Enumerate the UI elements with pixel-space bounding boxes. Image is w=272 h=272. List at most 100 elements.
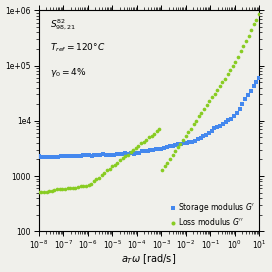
Storage modulus $G'$ bbox=[226, 118, 231, 122]
Loss modulus $G''$ bbox=[210, 95, 214, 100]
Loss modulus $G''$ bbox=[97, 175, 101, 180]
Loss modulus $G''$ bbox=[42, 190, 46, 194]
Storage modulus $G'$ bbox=[240, 101, 245, 106]
Loss modulus $G''$ bbox=[39, 190, 44, 194]
Loss modulus $G''$ bbox=[84, 184, 88, 188]
Loss modulus $G''$ bbox=[57, 187, 62, 191]
Storage modulus $G'$ bbox=[207, 131, 211, 135]
Loss modulus $G''$ bbox=[223, 76, 227, 81]
Loss modulus $G''$ bbox=[47, 189, 51, 193]
X-axis label: $a_T\omega$ [rad/s]: $a_T\omega$ [rad/s] bbox=[121, 253, 177, 267]
Storage modulus $G'$ bbox=[140, 149, 144, 153]
Storage modulus $G'$ bbox=[168, 144, 172, 148]
Storage modulus $G'$ bbox=[67, 154, 72, 158]
Storage modulus $G'$ bbox=[198, 135, 203, 140]
Storage modulus $G'$ bbox=[87, 153, 91, 157]
Storage modulus $G'$ bbox=[190, 140, 194, 144]
Loss modulus $G''$ bbox=[199, 111, 203, 115]
Storage modulus $G'$ bbox=[162, 146, 166, 150]
Storage modulus $G'$ bbox=[251, 84, 256, 88]
Storage modulus $G'$ bbox=[215, 125, 220, 129]
Loss modulus $G''$ bbox=[212, 92, 217, 96]
Loss modulus $G''$ bbox=[244, 38, 248, 43]
Storage modulus $G'$ bbox=[73, 154, 77, 158]
Storage modulus $G'$ bbox=[159, 147, 164, 151]
Storage modulus $G'$ bbox=[232, 114, 236, 118]
Storage modulus $G'$ bbox=[148, 148, 153, 152]
Loss modulus $G''$ bbox=[144, 138, 149, 142]
Storage modulus $G'$ bbox=[209, 129, 214, 133]
Loss modulus $G''$ bbox=[128, 150, 133, 154]
Loss modulus $G''$ bbox=[105, 168, 109, 172]
Storage modulus $G'$ bbox=[179, 142, 183, 146]
Loss modulus $G''$ bbox=[168, 157, 172, 161]
Storage modulus $G'$ bbox=[109, 153, 113, 157]
Storage modulus $G'$ bbox=[184, 140, 189, 145]
Loss modulus $G''$ bbox=[178, 142, 183, 146]
Storage modulus $G'$ bbox=[51, 154, 55, 159]
Loss modulus $G''$ bbox=[205, 103, 209, 108]
Loss modulus $G''$ bbox=[81, 184, 85, 188]
Storage modulus $G'$ bbox=[171, 144, 175, 148]
Storage modulus $G'$ bbox=[84, 153, 88, 157]
Loss modulus $G''$ bbox=[207, 99, 211, 104]
Storage modulus $G'$ bbox=[95, 153, 100, 157]
Storage modulus $G'$ bbox=[165, 145, 169, 149]
Storage modulus $G'$ bbox=[201, 134, 205, 138]
Loss modulus $G''$ bbox=[63, 187, 67, 191]
Storage modulus $G'$ bbox=[89, 154, 94, 158]
Storage modulus $G'$ bbox=[224, 120, 228, 125]
Storage modulus $G'$ bbox=[218, 123, 222, 128]
Loss modulus $G''$ bbox=[241, 44, 246, 48]
Loss modulus $G''$ bbox=[113, 163, 117, 167]
Storage modulus $G'$ bbox=[39, 155, 44, 159]
Storage modulus $G'$ bbox=[143, 149, 147, 153]
Loss modulus $G''$ bbox=[162, 164, 167, 168]
Loss modulus $G''$ bbox=[170, 153, 175, 157]
Storage modulus $G'$ bbox=[196, 137, 200, 141]
Storage modulus $G'$ bbox=[62, 154, 66, 158]
Loss modulus $G''$ bbox=[236, 55, 240, 60]
Loss modulus $G''$ bbox=[110, 164, 114, 168]
Storage modulus $G'$ bbox=[221, 122, 225, 126]
Storage modulus $G'$ bbox=[123, 151, 127, 155]
Storage modulus $G'$ bbox=[154, 147, 158, 152]
Storage modulus $G'$ bbox=[145, 149, 150, 153]
Loss modulus $G''$ bbox=[173, 149, 177, 153]
Loss modulus $G''$ bbox=[68, 186, 72, 190]
Loss modulus $G''$ bbox=[94, 177, 98, 181]
Loss modulus $G''$ bbox=[186, 130, 190, 135]
Loss modulus $G''$ bbox=[86, 183, 91, 188]
Loss modulus $G''$ bbox=[154, 129, 159, 133]
Storage modulus $G'$ bbox=[235, 111, 239, 115]
Loss modulus $G''$ bbox=[257, 12, 261, 16]
Text: $S_{98,21}^{82}$: $S_{98,21}^{82}$ bbox=[50, 17, 76, 32]
Text: $T_{ref} = 120°C$: $T_{ref} = 120°C$ bbox=[50, 41, 105, 54]
Loss modulus $G''$ bbox=[218, 84, 222, 88]
Loss modulus $G''$ bbox=[126, 153, 130, 157]
Storage modulus $G'$ bbox=[53, 154, 58, 159]
Storage modulus $G'$ bbox=[204, 132, 208, 137]
Loss modulus $G''$ bbox=[160, 168, 164, 172]
Loss modulus $G''$ bbox=[176, 145, 180, 149]
Loss modulus $G''$ bbox=[36, 190, 41, 194]
Loss modulus $G''$ bbox=[194, 119, 198, 123]
Loss modulus $G''$ bbox=[44, 190, 49, 194]
Storage modulus $G'$ bbox=[92, 152, 97, 157]
Storage modulus $G'$ bbox=[64, 154, 69, 159]
Storage modulus $G'$ bbox=[81, 153, 85, 157]
Loss modulus $G''$ bbox=[55, 187, 59, 191]
Loss modulus $G''$ bbox=[147, 135, 151, 140]
Storage modulus $G'$ bbox=[120, 152, 125, 156]
Storage modulus $G'$ bbox=[106, 153, 111, 157]
Loss modulus $G''$ bbox=[100, 172, 104, 177]
Storage modulus $G'$ bbox=[237, 106, 242, 111]
Storage modulus $G'$ bbox=[249, 89, 253, 93]
Loss modulus $G''$ bbox=[79, 184, 83, 188]
Storage modulus $G'$ bbox=[42, 155, 47, 159]
Loss modulus $G''$ bbox=[225, 72, 230, 76]
Loss modulus $G''$ bbox=[181, 138, 185, 143]
Text: $\gamma_0 = 4\%$: $\gamma_0 = 4\%$ bbox=[50, 66, 86, 79]
Storage modulus $G'$ bbox=[126, 152, 130, 156]
Loss modulus $G''$ bbox=[197, 114, 201, 119]
